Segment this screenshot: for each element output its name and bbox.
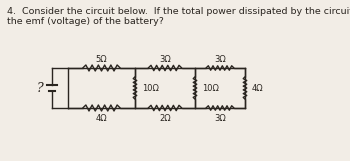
- Text: the emf (voltage) of the battery?: the emf (voltage) of the battery?: [7, 17, 164, 26]
- Text: 10Ω: 10Ω: [142, 84, 159, 93]
- Text: 3Ω: 3Ω: [214, 55, 226, 63]
- Text: 3Ω: 3Ω: [214, 114, 226, 123]
- Text: 5Ω: 5Ω: [96, 55, 107, 63]
- Text: 4.  Consider the circuit below.  If the total power dissipated by the circuit is: 4. Consider the circuit below. If the to…: [7, 7, 350, 16]
- Text: 10Ω: 10Ω: [202, 84, 219, 93]
- Text: 4Ω: 4Ω: [252, 84, 264, 93]
- Text: ?: ?: [37, 81, 43, 95]
- Text: 4Ω: 4Ω: [96, 114, 107, 123]
- Text: 2Ω: 2Ω: [159, 114, 171, 123]
- Text: 3Ω: 3Ω: [159, 55, 171, 63]
